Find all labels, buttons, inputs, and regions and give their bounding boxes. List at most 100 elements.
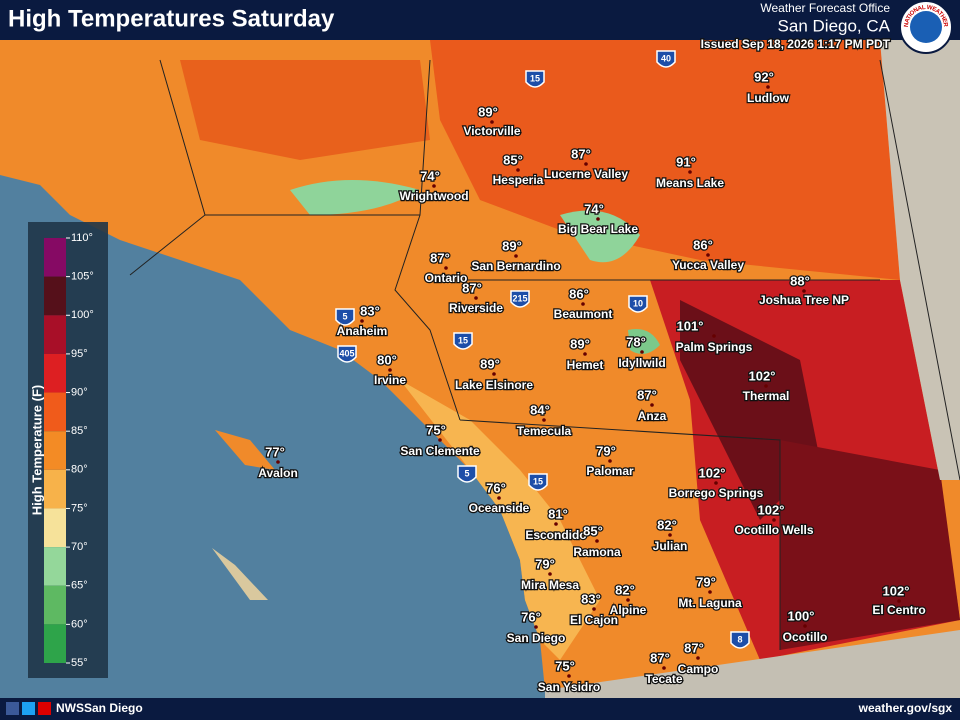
website-url[interactable]: weather.gov/sgx — [858, 701, 953, 715]
facebook-icon[interactable] — [6, 702, 19, 715]
city-dot — [764, 384, 768, 388]
city-name: Palomar — [586, 464, 634, 478]
interstate-number: 405 — [339, 348, 354, 358]
city-dot — [897, 599, 901, 603]
city-dot — [668, 533, 672, 537]
city-dot — [548, 572, 552, 576]
interstate-shield — [525, 70, 545, 88]
city-temperature: 76° — [486, 480, 506, 495]
city-dot — [432, 184, 436, 188]
interstate-shield — [337, 345, 357, 363]
office-label: Weather Forecast Office — [760, 1, 890, 15]
city-temperature: 74° — [584, 201, 604, 216]
city-temperature: 74° — [420, 168, 440, 183]
city-temperature: 75° — [426, 422, 446, 437]
city-temperature: 87° — [571, 146, 591, 161]
legend-swatch — [44, 547, 66, 586]
city-name: Mt. Laguna — [678, 596, 742, 610]
city-name: Wrightwood — [399, 189, 468, 203]
twitter-icon[interactable] — [22, 702, 35, 715]
legend-swatch — [44, 624, 66, 663]
city-temperature: 81° — [548, 506, 568, 521]
legend-tick-label: 55° — [71, 657, 88, 669]
mountain-cool — [560, 210, 640, 263]
city-dot — [388, 368, 392, 372]
legend-tick-label: 60° — [71, 618, 88, 630]
city-name: Irvine — [374, 373, 406, 387]
city-temperature: 100° — [788, 608, 815, 623]
city-temperature: 101° — [677, 318, 704, 333]
boundaries — [129, 59, 960, 650]
city-temperature: 102° — [883, 583, 910, 598]
interstate-shield — [335, 308, 355, 326]
city-name: Hesperia — [493, 173, 544, 187]
city-name: Lake Elsinore — [455, 378, 533, 392]
interstate-shield — [457, 465, 477, 483]
legend-tick-label: 95° — [71, 348, 88, 360]
interstate-shield — [730, 631, 750, 649]
city-name: Borrego Springs — [669, 486, 764, 500]
legend-swatch — [44, 238, 66, 277]
city-dot — [542, 418, 546, 422]
mojave — [430, 40, 900, 280]
legend-swatch — [44, 508, 66, 548]
city-name: Means Lake — [656, 176, 724, 190]
city-dot — [803, 624, 807, 628]
issued-time: Issued Sep 18, 2026 1:17 PM PDT — [701, 37, 891, 51]
city-temperature: 78° — [626, 334, 646, 349]
city-dot — [596, 217, 600, 221]
city-dot — [514, 254, 518, 258]
city-temperature: 86° — [569, 286, 589, 301]
city-name: Ocotillo — [783, 630, 828, 644]
legend-swatch — [44, 276, 66, 316]
city-dot — [492, 372, 496, 376]
city-name: Riverside — [449, 301, 503, 315]
youtube-icon[interactable] — [38, 702, 51, 715]
mexico-terrain — [545, 630, 960, 720]
city-dot — [581, 302, 585, 306]
city-dot — [802, 289, 806, 293]
legend-swatch — [44, 315, 66, 354]
legend-tick-label: 110° — [71, 232, 93, 244]
mountain-cool — [290, 180, 420, 215]
legend-swatch — [44, 431, 66, 470]
social-handle[interactable]: NWSSan Diego — [56, 701, 143, 715]
interstate-shield — [628, 295, 648, 313]
city-temperature: 79° — [535, 556, 555, 571]
city-temperature: 80° — [377, 352, 397, 367]
city-name: Tecate — [645, 672, 682, 686]
city-temperature: 86° — [693, 237, 713, 252]
legend-swatch — [44, 392, 66, 432]
legend-tick-label: 105° — [71, 271, 94, 283]
city-dot — [567, 674, 571, 678]
city-temperature: 87° — [430, 250, 450, 265]
city-name: Anaheim — [337, 324, 388, 338]
mountain-cool — [628, 329, 660, 354]
city-name: Mira Mesa — [521, 578, 579, 592]
city-temperature: 91° — [676, 154, 696, 169]
legend-tick-label: 100° — [71, 309, 94, 321]
city-temperature: 82° — [657, 517, 677, 532]
city-dot — [583, 352, 587, 356]
footer-bar — [0, 698, 960, 720]
city-dot — [640, 350, 644, 354]
legend-panel — [28, 222, 108, 678]
city-temperature: 89° — [478, 104, 498, 119]
city-dot — [772, 518, 776, 522]
city-name: Campo — [678, 662, 719, 676]
city-name: El Cajon — [570, 613, 618, 627]
city-dot — [708, 590, 712, 594]
city-dot — [497, 496, 501, 500]
city-name: San Clemente — [400, 444, 480, 458]
city-name: Palm Springs — [676, 340, 753, 354]
interstate-number: 10 — [633, 298, 643, 308]
city-temperature: 102° — [749, 368, 776, 383]
city-dot — [706, 253, 710, 257]
city-name: El Centro — [872, 603, 925, 617]
city-temperature: 89° — [502, 238, 522, 253]
interstate-number: 15 — [458, 335, 468, 345]
city-temperature: 76° — [521, 609, 541, 624]
city-name: Alpine — [610, 603, 647, 617]
city-dot — [714, 481, 718, 485]
legend-swatch — [44, 469, 66, 509]
